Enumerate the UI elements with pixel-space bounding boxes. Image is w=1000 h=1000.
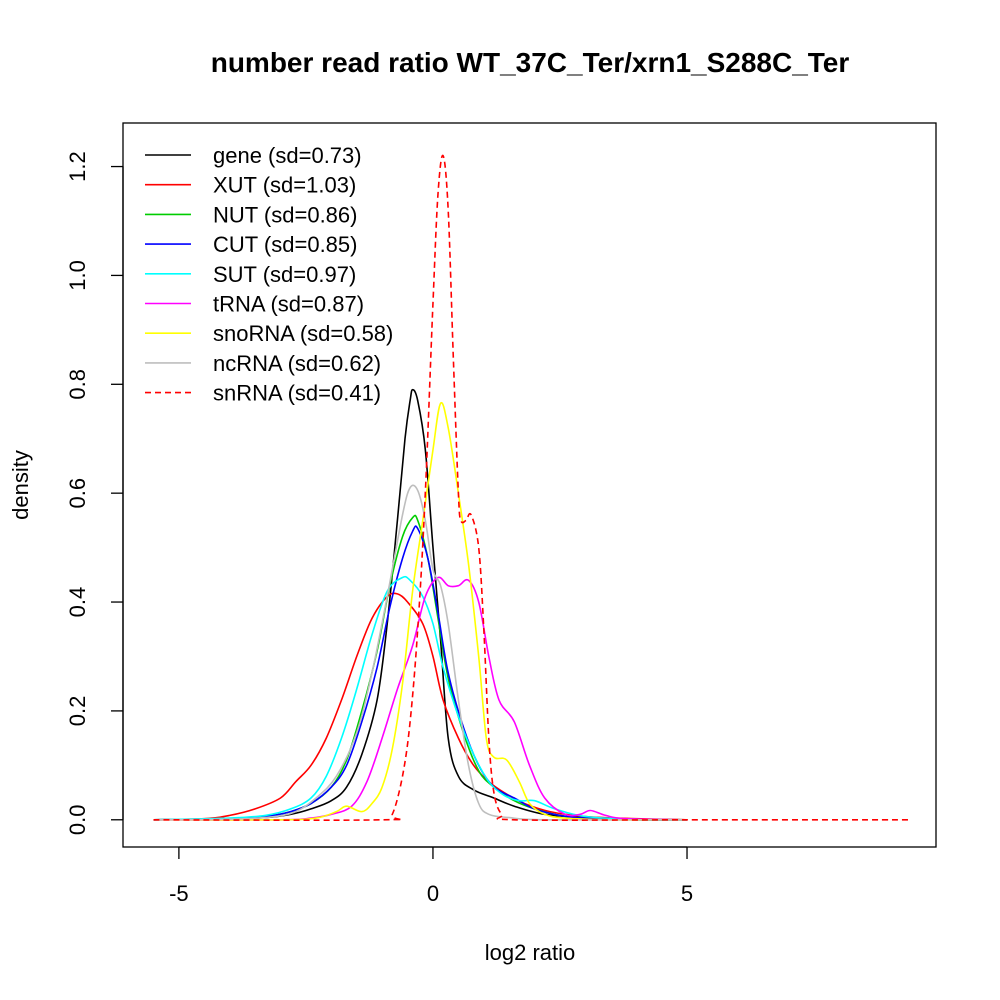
legend-label: ncRNA (sd=0.62) (213, 351, 381, 376)
series-line-2 (153, 514, 688, 821)
y-axis: 0.0 0.2 0.4 0.6 0.8 1.0 1.2 (65, 151, 124, 835)
series-line-4 (153, 575, 688, 821)
legend-label: CUT (sd=0.85) (213, 232, 357, 257)
legend-label: tRNA (sd=0.87) (213, 292, 364, 317)
y-axis-label: density (8, 450, 33, 520)
series-line-0 (153, 388, 688, 821)
x-tick-label: 5 (681, 881, 693, 906)
y-tick-label: 0.4 (65, 587, 90, 618)
x-axis: -5 0 5 (169, 846, 693, 906)
series-layer (153, 154, 911, 821)
series-line-5 (153, 576, 688, 821)
legend-label: snoRNA (sd=0.58) (213, 321, 393, 346)
legend-label: NUT (sd=0.86) (213, 202, 357, 227)
series-line-1 (153, 592, 688, 821)
series-line-8 (153, 154, 911, 821)
y-tick-label: 0.8 (65, 369, 90, 400)
series-line-3 (153, 525, 688, 821)
legend-label: gene (sd=0.73) (213, 143, 362, 168)
y-tick-label: 0.2 (65, 696, 90, 727)
legend: gene (sd=0.73) XUT (sd=1.03) NUT (sd=0.86)… (145, 143, 393, 406)
y-tick-label: 1.0 (65, 260, 90, 291)
y-tick-label: 1.2 (65, 151, 90, 182)
x-axis-label: log2 ratio (485, 940, 576, 965)
series-line-6 (153, 401, 688, 821)
legend-label: snRNA (sd=0.41) (213, 381, 381, 406)
chart-title: number read ratio WT_37C_Ter/xrn1_S288C_… (211, 47, 850, 78)
series-line-7 (153, 484, 688, 821)
legend-label: SUT (sd=0.97) (213, 262, 356, 287)
x-tick-label: -5 (169, 881, 189, 906)
x-tick-label: 0 (427, 881, 439, 906)
y-tick-label: 0.6 (65, 478, 90, 509)
y-tick-label: 0.0 (65, 804, 90, 835)
legend-label: XUT (sd=1.03) (213, 173, 356, 198)
